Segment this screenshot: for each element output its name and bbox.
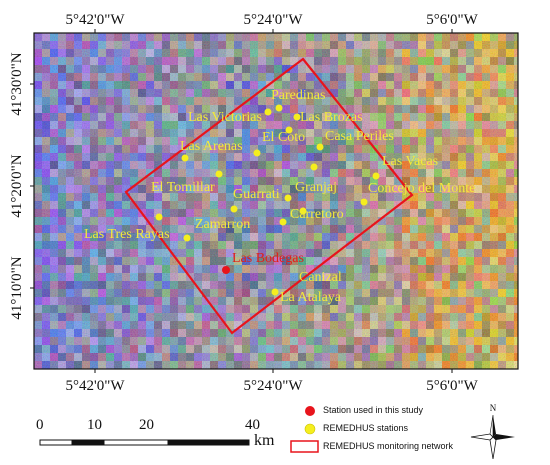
scale-label: 40 — [245, 417, 260, 433]
scale-bar — [39, 439, 250, 446]
station-label: La Atalaya — [280, 290, 342, 305]
north-label: N — [490, 403, 497, 413]
top-tick-label: 5°42'0"W — [66, 12, 126, 28]
top-tick-label: 5°6'0"W — [426, 12, 478, 28]
station-marker — [183, 234, 191, 242]
station-marker — [293, 113, 301, 121]
station-label: Las Brozas — [300, 110, 363, 125]
station-marker — [230, 205, 238, 213]
map-frame — [33, 32, 519, 370]
axis-ticks — [30, 29, 453, 373]
left-tick-label: 41°30'0"N — [9, 52, 25, 115]
bottom-tick-label: 5°42'0"W — [66, 378, 126, 394]
legend-label-network: REMEDHUS monitoring network — [323, 441, 454, 451]
station-marker — [285, 126, 293, 134]
station-marker — [181, 154, 189, 162]
station-labels: Paredinas Las Victorias Las Brozas El Co… — [84, 88, 475, 305]
station-label: Paredinas — [271, 88, 325, 103]
legend-remedhus-marker — [304, 423, 316, 435]
station-marker — [271, 288, 279, 296]
legend-network-swatch — [290, 440, 319, 453]
bottom-tick-label: 5°6'0"W — [426, 378, 478, 394]
station-label: Carretoro — [290, 207, 344, 222]
station-label: Las Arenas — [180, 139, 243, 154]
study-station-label: Las Bodegas — [232, 251, 304, 266]
station-marker — [253, 149, 261, 157]
station-label: Granjaj — [295, 180, 337, 195]
scale-label: 10 — [87, 417, 102, 433]
satellite-raster — [34, 33, 518, 369]
study-station-marker — [222, 266, 230, 274]
station-marker — [279, 218, 287, 226]
station-marker — [275, 104, 283, 112]
station-marker — [264, 108, 272, 116]
station-marker — [284, 194, 292, 202]
station-label: Las Tres Rayas — [84, 227, 170, 242]
left-tick-label: 41°10'0"N — [9, 256, 25, 319]
bottom-tick-label: 5°24'0"W — [244, 378, 304, 394]
station-label: Concejo del Monte — [368, 181, 475, 196]
station-label: Zamarron — [195, 217, 250, 232]
station-label: El Coto — [262, 130, 305, 145]
station-label: Guarrati — [233, 187, 280, 202]
station-marker — [299, 207, 307, 215]
legend-label-remedhus: REMEDHUS stations — [323, 423, 409, 433]
station-label: Las Victorias — [188, 110, 262, 125]
station-marker — [215, 170, 223, 178]
station-label: Canizal — [299, 270, 342, 285]
network-boundary — [124, 57, 414, 335]
station-label: Las Vacas — [382, 154, 438, 169]
station-label: El Tomillar — [151, 180, 215, 195]
station-marker — [372, 172, 380, 180]
station-markers — [155, 104, 380, 296]
scale-label: 0 — [36, 417, 44, 433]
legend-study-marker — [305, 406, 315, 416]
station-marker — [155, 213, 163, 221]
left-tick-label: 41°20'0"N — [9, 154, 25, 217]
top-tick-label: 5°24'0"W — [244, 12, 304, 28]
station-marker — [360, 198, 368, 206]
station-marker — [316, 143, 324, 151]
scale-label: 20 — [139, 417, 154, 433]
legend-label-study: Station used in this study — [323, 405, 424, 415]
north-arrow-icon — [470, 414, 515, 460]
station-marker — [310, 163, 318, 171]
station-label: Casa Periles — [325, 129, 394, 144]
scale-unit: km — [254, 432, 275, 449]
